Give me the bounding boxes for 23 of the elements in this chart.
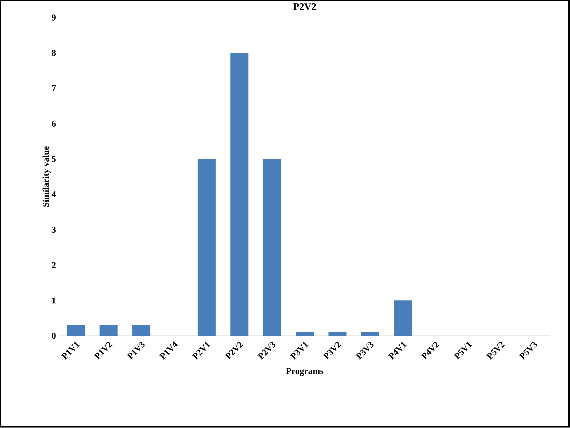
y-tick-label: 5 [52, 156, 56, 162]
y-axis-title: Similarity value [42, 146, 51, 208]
bar [198, 159, 216, 336]
bar [328, 332, 347, 336]
bar [394, 300, 412, 336]
y-tick-label: 6 [52, 120, 56, 127]
bar [230, 53, 249, 336]
bar [361, 332, 380, 336]
x-axis-title: Programs [286, 368, 324, 376]
y-tick-label: 9 [52, 14, 56, 21]
bar [296, 332, 314, 336]
y-tick-label: 7 [52, 86, 56, 92]
chart-title: P2V2 [294, 4, 316, 10]
y-tick-label: 1 [52, 298, 56, 304]
y-tick-label: 4 [52, 192, 56, 198]
y-tick-label: 2 [52, 262, 56, 268]
bar [67, 325, 86, 336]
bar [100, 325, 118, 336]
bar [132, 325, 151, 336]
y-tick-label: 8 [52, 50, 56, 56]
y-tick-label: 0 [52, 333, 56, 340]
bar [263, 159, 282, 336]
y-tick-label: 3 [52, 227, 56, 234]
